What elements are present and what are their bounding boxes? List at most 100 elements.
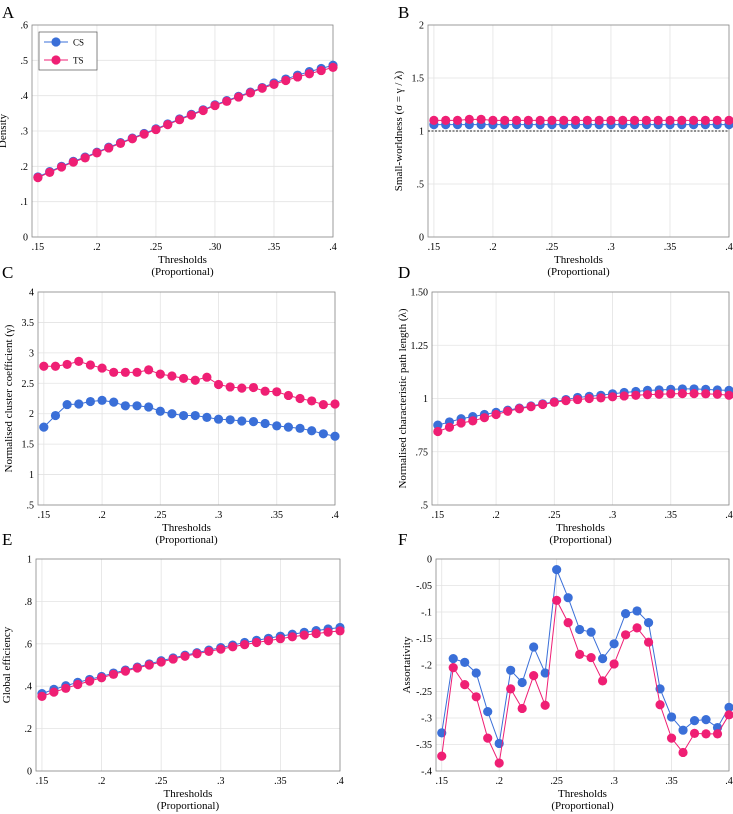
x-tick-label: .15 <box>435 776 448 787</box>
data-point-ts <box>62 359 72 370</box>
data-point-cs <box>460 657 470 667</box>
x-tick-label: .15 <box>38 510 51 521</box>
x-tick-label: .2 <box>98 510 106 521</box>
y-axis-label: Assortativity <box>401 636 413 693</box>
data-point-ts <box>237 383 247 393</box>
data-point-ts <box>186 110 196 120</box>
data-point-ts <box>712 729 723 739</box>
data-point-ts <box>39 361 49 371</box>
y-tick-label: -.3 <box>421 714 432 725</box>
data-point-ts <box>240 640 250 650</box>
y-tick-label: .5 <box>21 56 29 67</box>
y-axis-label: Normalised cluster coefficient (γ) <box>3 324 15 472</box>
data-point-ts <box>523 115 533 125</box>
data-point-ts <box>307 396 317 406</box>
data-point-ts <box>653 115 663 125</box>
data-point-cs <box>74 399 84 409</box>
x-tick-label: .25 <box>546 242 559 253</box>
data-point-cs <box>552 565 562 575</box>
data-point-ts <box>210 100 220 111</box>
legend-label-cs: CS <box>73 38 84 48</box>
y-tick-label: 2 <box>419 21 424 32</box>
y-tick-label: .5 <box>421 501 429 512</box>
data-point-ts <box>724 710 733 720</box>
data-point-cs <box>724 702 733 712</box>
panel-c: C .5 1 1.5 2 2.5 3 3.5 4 .15 .2 .25 .3 .35 .4 Threshold… <box>2 263 340 546</box>
data-point-ts <box>701 389 711 399</box>
data-point-ts <box>468 416 478 426</box>
x-tick-label: .2 <box>492 510 500 521</box>
data-point-ts <box>260 386 270 396</box>
x-tick-label: .30 <box>209 242 222 253</box>
legend-swatch-ts <box>51 55 61 65</box>
panel-letter-c: C <box>2 263 13 282</box>
data-point-cs <box>144 402 154 412</box>
data-point-ts <box>535 115 545 125</box>
x-tick-label: .35 <box>274 776 287 787</box>
data-point-cs <box>213 414 224 424</box>
panel-letter-a: A <box>2 3 15 22</box>
x-tick-label: .4 <box>725 776 733 787</box>
series-line-cs <box>43 399 336 437</box>
x-tick-label: .15 <box>36 776 49 787</box>
panel-letter-e: E <box>2 530 12 549</box>
x-tick-label: .25 <box>550 776 563 787</box>
panel-e: E0.2.4.6.81.15.2.25.3.35.4Thresholds(Pro… <box>1 530 345 812</box>
y-tick-label: -.2 <box>421 661 432 672</box>
y-tick-label: .6 <box>25 639 33 650</box>
y-tick-label: -.4 <box>421 767 432 778</box>
data-point-ts <box>641 115 651 125</box>
data-point-cs <box>97 395 107 405</box>
data-point-ts <box>552 595 562 605</box>
data-point-ts <box>73 679 83 690</box>
y-tick-label: .5 <box>417 180 425 191</box>
x-tick-label: .4 <box>336 776 344 787</box>
y-tick-label: 0 <box>419 233 424 244</box>
data-point-ts <box>460 680 470 690</box>
data-point-ts <box>618 115 628 125</box>
data-point-cs <box>643 618 654 628</box>
y-tick-label: 0 <box>427 555 432 566</box>
data-point-ts <box>202 372 212 382</box>
data-point-cs <box>598 654 608 664</box>
x-tick-label: .4 <box>329 242 337 253</box>
x-tick-label: .2 <box>489 242 497 253</box>
data-point-ts <box>598 676 608 686</box>
x-tick-label: .3 <box>609 510 617 521</box>
data-point-ts <box>712 389 722 399</box>
y-tick-label: .2 <box>21 162 29 173</box>
data-point-ts <box>607 392 618 402</box>
data-point-ts <box>257 83 267 93</box>
data-point-ts <box>514 404 524 414</box>
data-point-cs <box>120 401 130 411</box>
data-point-ts <box>689 728 700 738</box>
data-point-ts <box>448 663 458 673</box>
data-point-ts <box>156 657 166 667</box>
panel-letter-b: B <box>398 3 409 22</box>
legend-swatch-cs <box>51 37 61 47</box>
data-point-ts <box>677 389 688 399</box>
x-tick-label: .3 <box>217 776 225 787</box>
data-point-cs <box>575 624 585 635</box>
x-axis-label: Thresholds <box>558 788 607 800</box>
data-point-ts <box>56 162 67 172</box>
data-point-ts <box>433 426 443 437</box>
data-point-ts <box>151 124 161 135</box>
data-point-ts <box>629 115 640 125</box>
data-point-cs <box>283 422 294 432</box>
data-point-ts <box>563 618 573 628</box>
x-tick-label: .2 <box>98 776 106 787</box>
data-point-cs <box>483 707 493 717</box>
data-point-ts <box>275 634 285 644</box>
plot-frame <box>35 558 341 772</box>
data-point-ts <box>245 88 255 98</box>
x-tick-label: .2 <box>93 242 101 253</box>
data-point-ts <box>80 153 90 163</box>
x-axis-sublabel: (Proportional) <box>547 266 610 278</box>
data-point-ts <box>216 644 226 654</box>
data-point-ts <box>109 367 119 377</box>
data-point-cs <box>540 668 550 678</box>
y-tick-label: 1 <box>29 470 34 481</box>
data-point-ts <box>538 399 548 410</box>
data-point-ts <box>132 663 142 673</box>
